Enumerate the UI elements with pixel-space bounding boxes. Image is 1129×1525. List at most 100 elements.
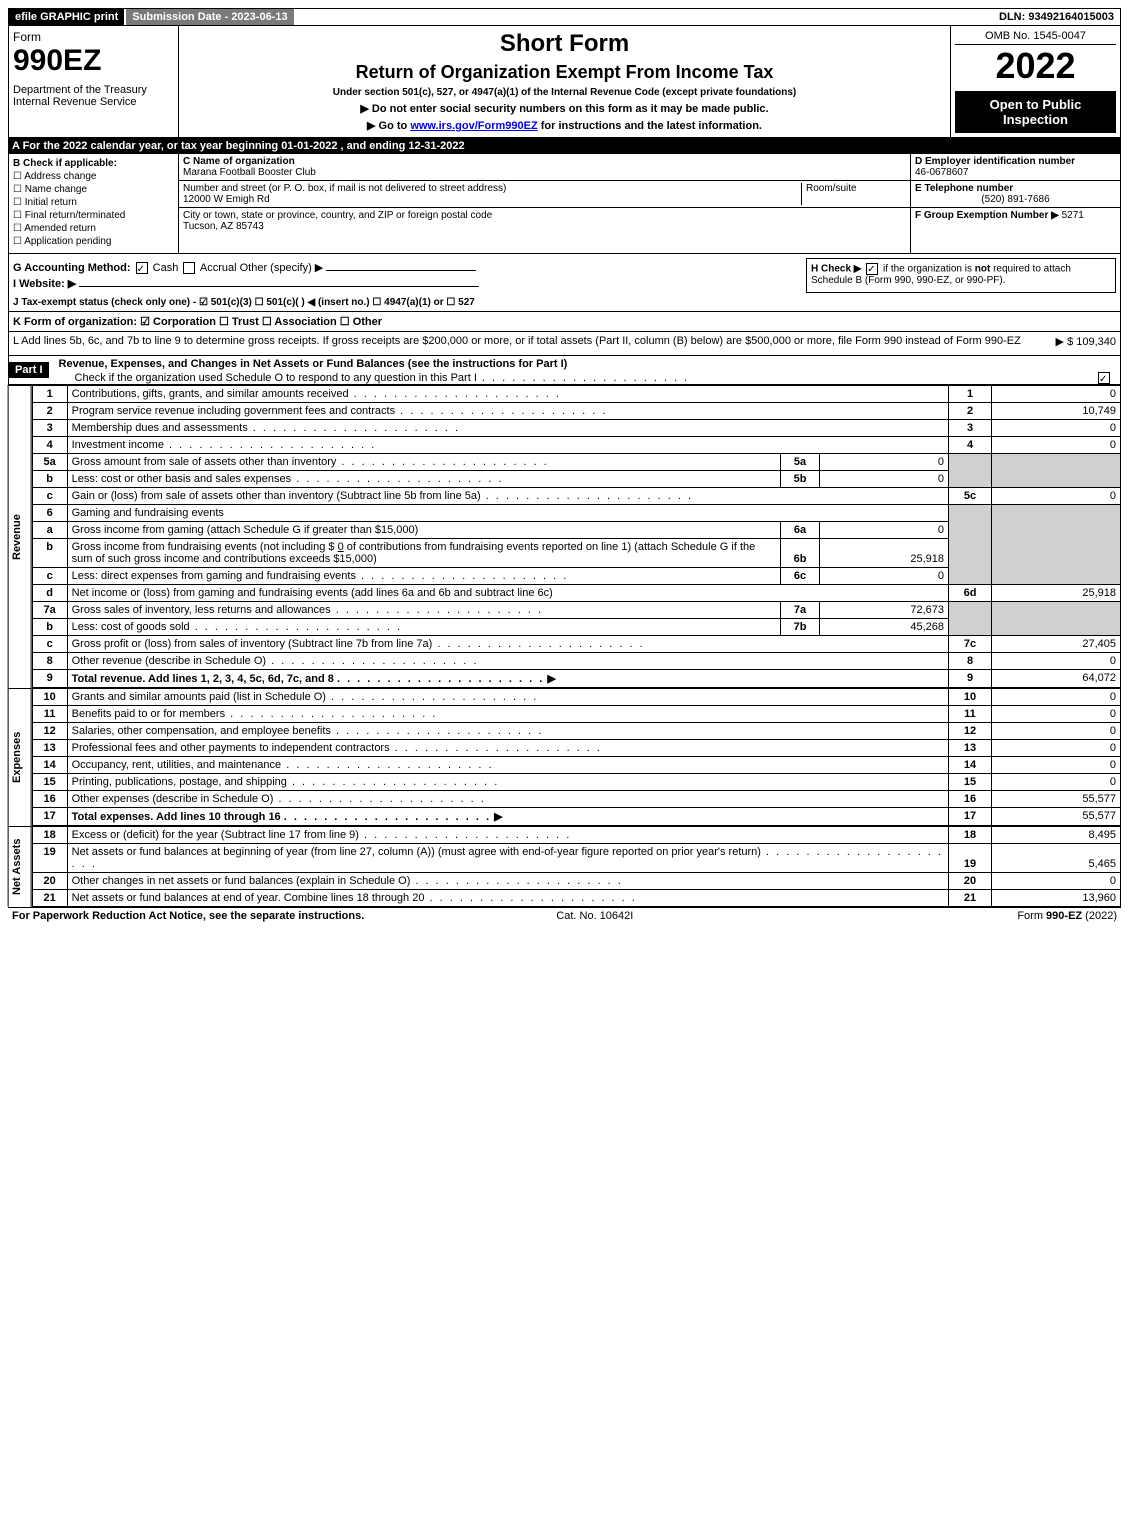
box-i: I Website: ▶ (13, 277, 806, 290)
instruction-1: ▶ Do not enter social security numbers o… (183, 102, 946, 115)
line-14-num: 14 (949, 757, 992, 774)
check-application-pending[interactable]: Application pending (13, 236, 174, 247)
misc-section: G Accounting Method: Cash Accrual Other … (8, 254, 1121, 356)
section-a: A For the 2022 calendar year, or tax yea… (8, 138, 1121, 154)
line-3-label: Membership dues and assessments (67, 420, 948, 437)
line-9-label: Total revenue. Add lines 1, 2, 3, 4, 5c,… (67, 670, 948, 688)
j-text: J Tax-exempt status (check only one) - ☑… (13, 297, 475, 308)
line-5c-num: 5c (949, 488, 992, 505)
check-final-return[interactable]: Final return/terminated (13, 210, 174, 221)
line-11-label: Benefits paid to or for members (67, 706, 948, 723)
line-6c-subval: 0 (820, 568, 949, 585)
line-6a-sub: 6a (781, 522, 820, 539)
l-value: ▶ $ 109,340 (1036, 335, 1116, 348)
info-right: D Employer identification number 46-0678… (910, 154, 1120, 253)
line-6-label: Gaming and fundraising events (67, 505, 948, 522)
line-13-num: 13 (949, 740, 992, 757)
line-16: 16 Other expenses (describe in Schedule … (32, 791, 1120, 808)
netassets-vert-label: Net Assets (8, 826, 32, 907)
line-4-num: 4 (949, 437, 992, 454)
check-address-change[interactable]: Address change (13, 171, 174, 182)
line-6d-val: 25,918 (992, 585, 1121, 602)
header-center: Short Form Return of Organization Exempt… (179, 26, 950, 137)
line-8-val: 0 (992, 653, 1121, 670)
footer-center: Cat. No. 10642I (556, 910, 633, 922)
line-16-val: 55,577 (992, 791, 1121, 808)
line-18-val: 8,495 (992, 827, 1121, 844)
box-f: F Group Exemption Number ▶ 5271 (911, 208, 1120, 223)
line-11: 11 Benefits paid to or for members 11 0 (32, 706, 1120, 723)
phone-label: E Telephone number (915, 183, 1013, 194)
line-1-val: 0 (992, 386, 1121, 403)
box-b-title: B Check if applicable: (13, 158, 174, 169)
line-15-val: 0 (992, 774, 1121, 791)
g-other: Other (specify) ▶ (240, 262, 324, 274)
line-19-label: Net assets or fund balances at beginning… (67, 844, 948, 873)
i-label: I Website: ▶ (13, 278, 76, 290)
line-12-val: 0 (992, 723, 1121, 740)
g-label: G Accounting Method: (13, 262, 131, 274)
line-7a-label: Gross sales of inventory, less returns a… (67, 602, 780, 619)
line-5a: 5a Gross amount from sale of assets othe… (32, 454, 1120, 471)
check-cash[interactable] (136, 262, 148, 274)
omb-number: OMB No. 1545-0047 (955, 30, 1116, 45)
line-20: 20 Other changes in net assets or fund b… (32, 873, 1120, 890)
expenses-vert-label: Expenses (8, 688, 32, 826)
irs-link[interactable]: www.irs.gov/Form990EZ (410, 120, 537, 132)
line-6d-num: 6d (949, 585, 992, 602)
org-name-label: C Name of organization (183, 156, 295, 167)
instr2-prefix: ▶ Go to (367, 120, 410, 132)
line-21-label: Net assets or fund balances at end of ye… (67, 890, 948, 907)
line-7a: 7a Gross sales of inventory, less return… (32, 602, 1120, 619)
line-12-label: Salaries, other compensation, and employ… (67, 723, 948, 740)
city-row: City or town, state or province, country… (179, 208, 910, 234)
line-1: 1 Contributions, gifts, grants, and simi… (32, 386, 1120, 403)
g-accrual: Accrual (200, 262, 237, 274)
org-name-row: C Name of organization Marana Football B… (179, 154, 910, 181)
line-15: 15 Printing, publications, postage, and … (32, 774, 1120, 791)
line-4-label: Investment income (67, 437, 948, 454)
line-6d-label: Net income or (loss) from gaming and fun… (67, 585, 948, 602)
check-schedule-o[interactable] (1098, 372, 1110, 384)
open-to-public: Open to Public Inspection (955, 91, 1116, 133)
line-16-label: Other expenses (describe in Schedule O) (67, 791, 948, 808)
line-6c-label: Less: direct expenses from gaming and fu… (67, 568, 780, 585)
check-name-change[interactable]: Name change (13, 184, 174, 195)
line-3-num: 3 (949, 420, 992, 437)
group-value: 5271 (1062, 210, 1084, 221)
line-9-text: Total revenue. Add lines 1, 2, 3, 4, 5c,… (72, 673, 334, 685)
main-title: Return of Organization Exempt From Incom… (183, 62, 946, 83)
check-amended-return[interactable]: Amended return (13, 223, 174, 234)
line-20-num: 20 (949, 873, 992, 890)
room-label: Room/suite (806, 183, 857, 194)
line-12: 12 Salaries, other compensation, and emp… (32, 723, 1120, 740)
line-5b-label: Less: cost or other basis and sales expe… (67, 471, 780, 488)
box-l: L Add lines 5b, 6c, and 7b to line 9 to … (13, 335, 1116, 348)
check-accrual[interactable] (183, 262, 195, 274)
line-1-num: 1 (949, 386, 992, 403)
line-9-num: 9 (949, 670, 992, 688)
h-prefix: H Check ▶ (811, 264, 864, 275)
line-15-num: 15 (949, 774, 992, 791)
line-9: 9 Total revenue. Add lines 1, 2, 3, 4, 5… (32, 670, 1120, 688)
line-17: 17 Total expenses. Add lines 10 through … (32, 808, 1120, 826)
line-8: 8 Other revenue (describe in Schedule O)… (32, 653, 1120, 670)
check-h[interactable] (866, 263, 878, 275)
line-6b-amt: 0 (338, 541, 344, 553)
line-2-num: 2 (949, 403, 992, 420)
efile-graphic-print[interactable]: efile GRAPHIC print (9, 9, 124, 25)
revenue-vert-label: Revenue (8, 385, 32, 688)
check-initial-return[interactable]: Initial return (13, 197, 174, 208)
line-6a-subval: 0 (820, 522, 949, 539)
tax-year: 2022 (955, 45, 1116, 87)
line-2-val: 10,749 (992, 403, 1121, 420)
line-20-val: 0 (992, 873, 1121, 890)
line-17-text: Total expenses. Add lines 10 through 16 (72, 811, 281, 823)
part1-check-text: Check if the organization used Schedule … (55, 372, 1096, 384)
line-4: 4 Investment income 4 0 (32, 437, 1120, 454)
footer-right: Form 990-EZ (2022) (1017, 910, 1117, 922)
line-5b-subval: 0 (820, 471, 949, 488)
department: Department of the Treasury Internal Reve… (13, 84, 174, 108)
line-18-label: Excess or (deficit) for the year (Subtra… (67, 827, 948, 844)
box-k: K Form of organization: ☑ Corporation ☐ … (9, 311, 1120, 332)
